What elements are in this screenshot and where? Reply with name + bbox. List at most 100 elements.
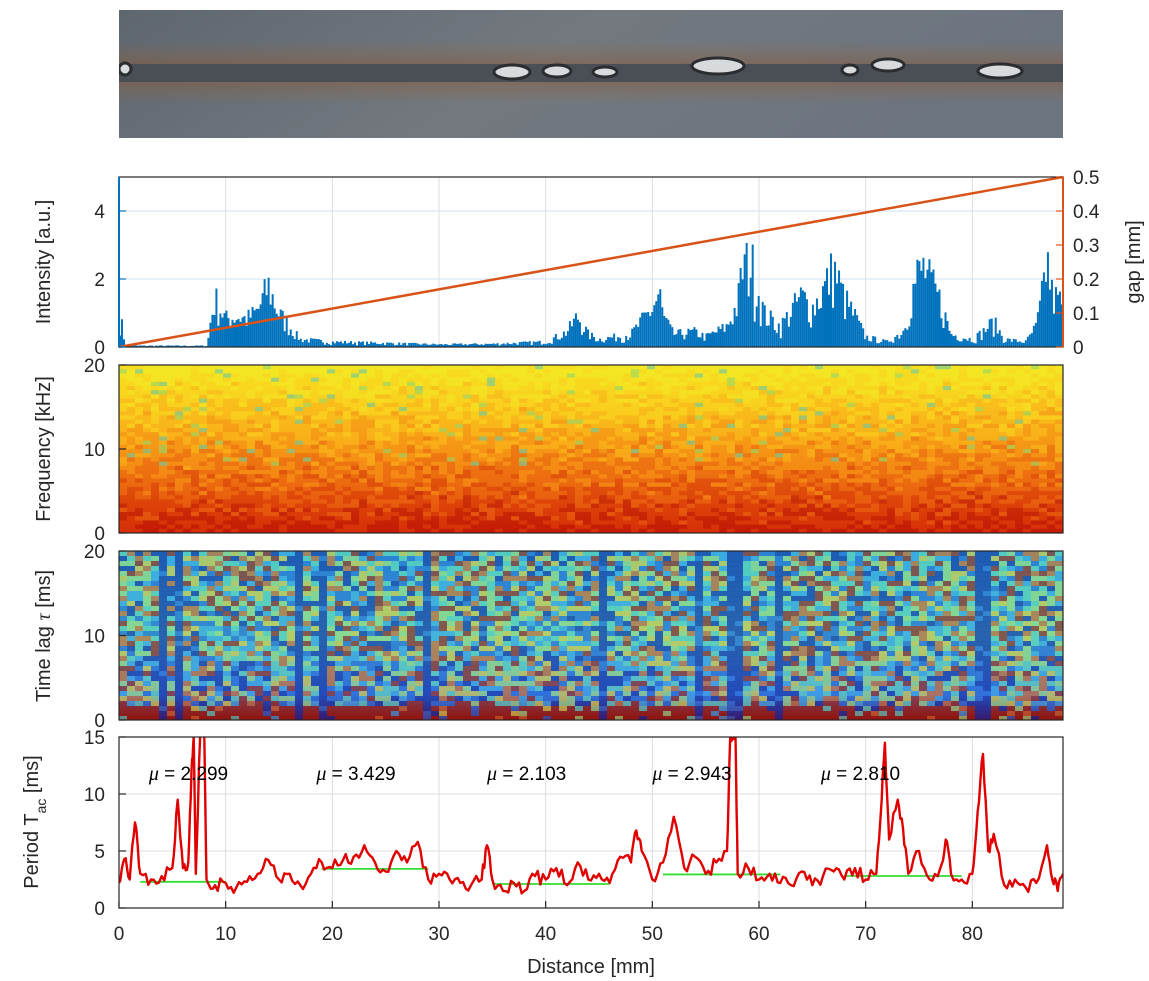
spectrogram-cell [607,402,615,408]
spectrogram-cell [383,486,391,492]
spectrogram-cell [991,407,999,412]
spectrogram-cell [991,423,999,429]
spectrogram-cell [199,465,207,471]
spectrogram-cell [367,428,375,433]
intensity-bar [295,331,298,347]
spectrogram-cell [511,478,519,483]
spectrogram-cell [639,402,647,408]
spectrogram-cell [479,428,487,433]
intensity-bar [227,318,230,347]
spectrogram-cell [279,465,287,471]
spectrogram-cell [311,528,319,533]
spectrogram-cell [335,528,343,533]
spectrogram-cell [247,461,255,466]
spectrogram-cell [511,432,519,437]
spectrogram-cell [447,386,455,391]
spectrogram-cell [663,478,671,483]
spectrogram-cell [999,474,1007,479]
spectrogram-cell [615,386,623,391]
spectrogram-cell [447,373,455,378]
spectrogram-cell [903,524,911,529]
spectrogram-cell [423,495,431,500]
spectrogram-cell [799,453,807,458]
spectrogram-cell [559,449,567,454]
spectrogram-cell [943,457,951,462]
spectrogram-cell [455,428,463,433]
spectrogram-cell [575,528,583,533]
spectrogram-cell [199,461,207,466]
spectrogram-cell [447,428,455,433]
spectrogram-cell [463,428,471,433]
spectrogram-cell [231,474,239,479]
spectrogram-cell [639,453,647,458]
spectrogram-cell [727,449,735,454]
intensity-bar [994,317,997,347]
spectrogram-cell [775,377,783,382]
spectrogram-cell [119,516,127,521]
spectrogram-cell [935,457,943,462]
spectrogram-cell [927,495,935,500]
spectrogram-cell [919,528,927,533]
spectrogram-cell [871,415,879,420]
spectrogram-cell [775,486,783,492]
spectrogram-cell [295,482,303,487]
spectrogram-cell [807,440,815,445]
spectrogram-cell [679,440,687,445]
spectrogram-cell [727,411,735,416]
intensity-bar [572,318,575,347]
spectrogram-cell [943,507,951,513]
spectrogram-cell [919,402,927,408]
spectrogram-cell [599,402,607,408]
spectrogram-cell [711,449,719,454]
spectrogram-cell [991,449,999,454]
spectrogram-cell [927,411,935,416]
spectrogram-cell [943,495,951,500]
spectrogram-cell [727,512,735,517]
spectrogram-cell [903,512,911,517]
spectrogram-cell [695,461,703,466]
spectrogram-cell [575,369,583,374]
spectrogram-cell [135,499,143,504]
spectrogram-cell [775,449,783,454]
spectrogram-cell [359,440,367,445]
spectrogram-cell [807,449,815,454]
spectrogram-cell [375,415,383,420]
spectrogram-cell [943,411,951,416]
spectrogram-cell [935,407,943,412]
spectrogram-cell [263,491,271,496]
spectrogram-cell [471,461,479,466]
spectrogram-cell [879,495,887,500]
spectrogram-cell [871,390,879,395]
spectrogram-cell [927,453,935,458]
spectrogram-cell [327,436,335,441]
spectrogram-cell [991,419,999,424]
spectrogram-cell [223,373,231,378]
spectrogram-cell [1007,478,1015,483]
spectrogram-cell [215,482,223,487]
spectrogram-cell [1007,495,1015,500]
spectrogram-cell [919,381,927,387]
spectrogram-cell [735,449,743,454]
spectrogram-cell [639,369,647,374]
spectrogram-cell [471,386,479,391]
spectrogram-cell [167,507,175,513]
spectrogram-cell [439,495,447,500]
intensity-bar [765,325,768,347]
spectrogram-cell [927,390,935,395]
intensity-bar [751,244,754,347]
spectrogram-cell [191,524,199,529]
spectrogram-cell [383,444,391,450]
spectrogram-cell [151,528,159,533]
intensity-bar [928,259,931,347]
spectrogram-cell [591,507,599,513]
spectrogram-cell [815,432,823,437]
spectrogram-cell [287,402,295,408]
spectrogram-cell [687,381,695,387]
spectrogram-cell [735,377,743,382]
spectrogram-cell [399,436,407,441]
spectrogram-cell [495,373,503,378]
spectrogram-cell [615,411,623,416]
spectrogram-cell [967,398,975,403]
intensity-bar [1056,294,1059,347]
spectrogram-cell [823,449,831,454]
